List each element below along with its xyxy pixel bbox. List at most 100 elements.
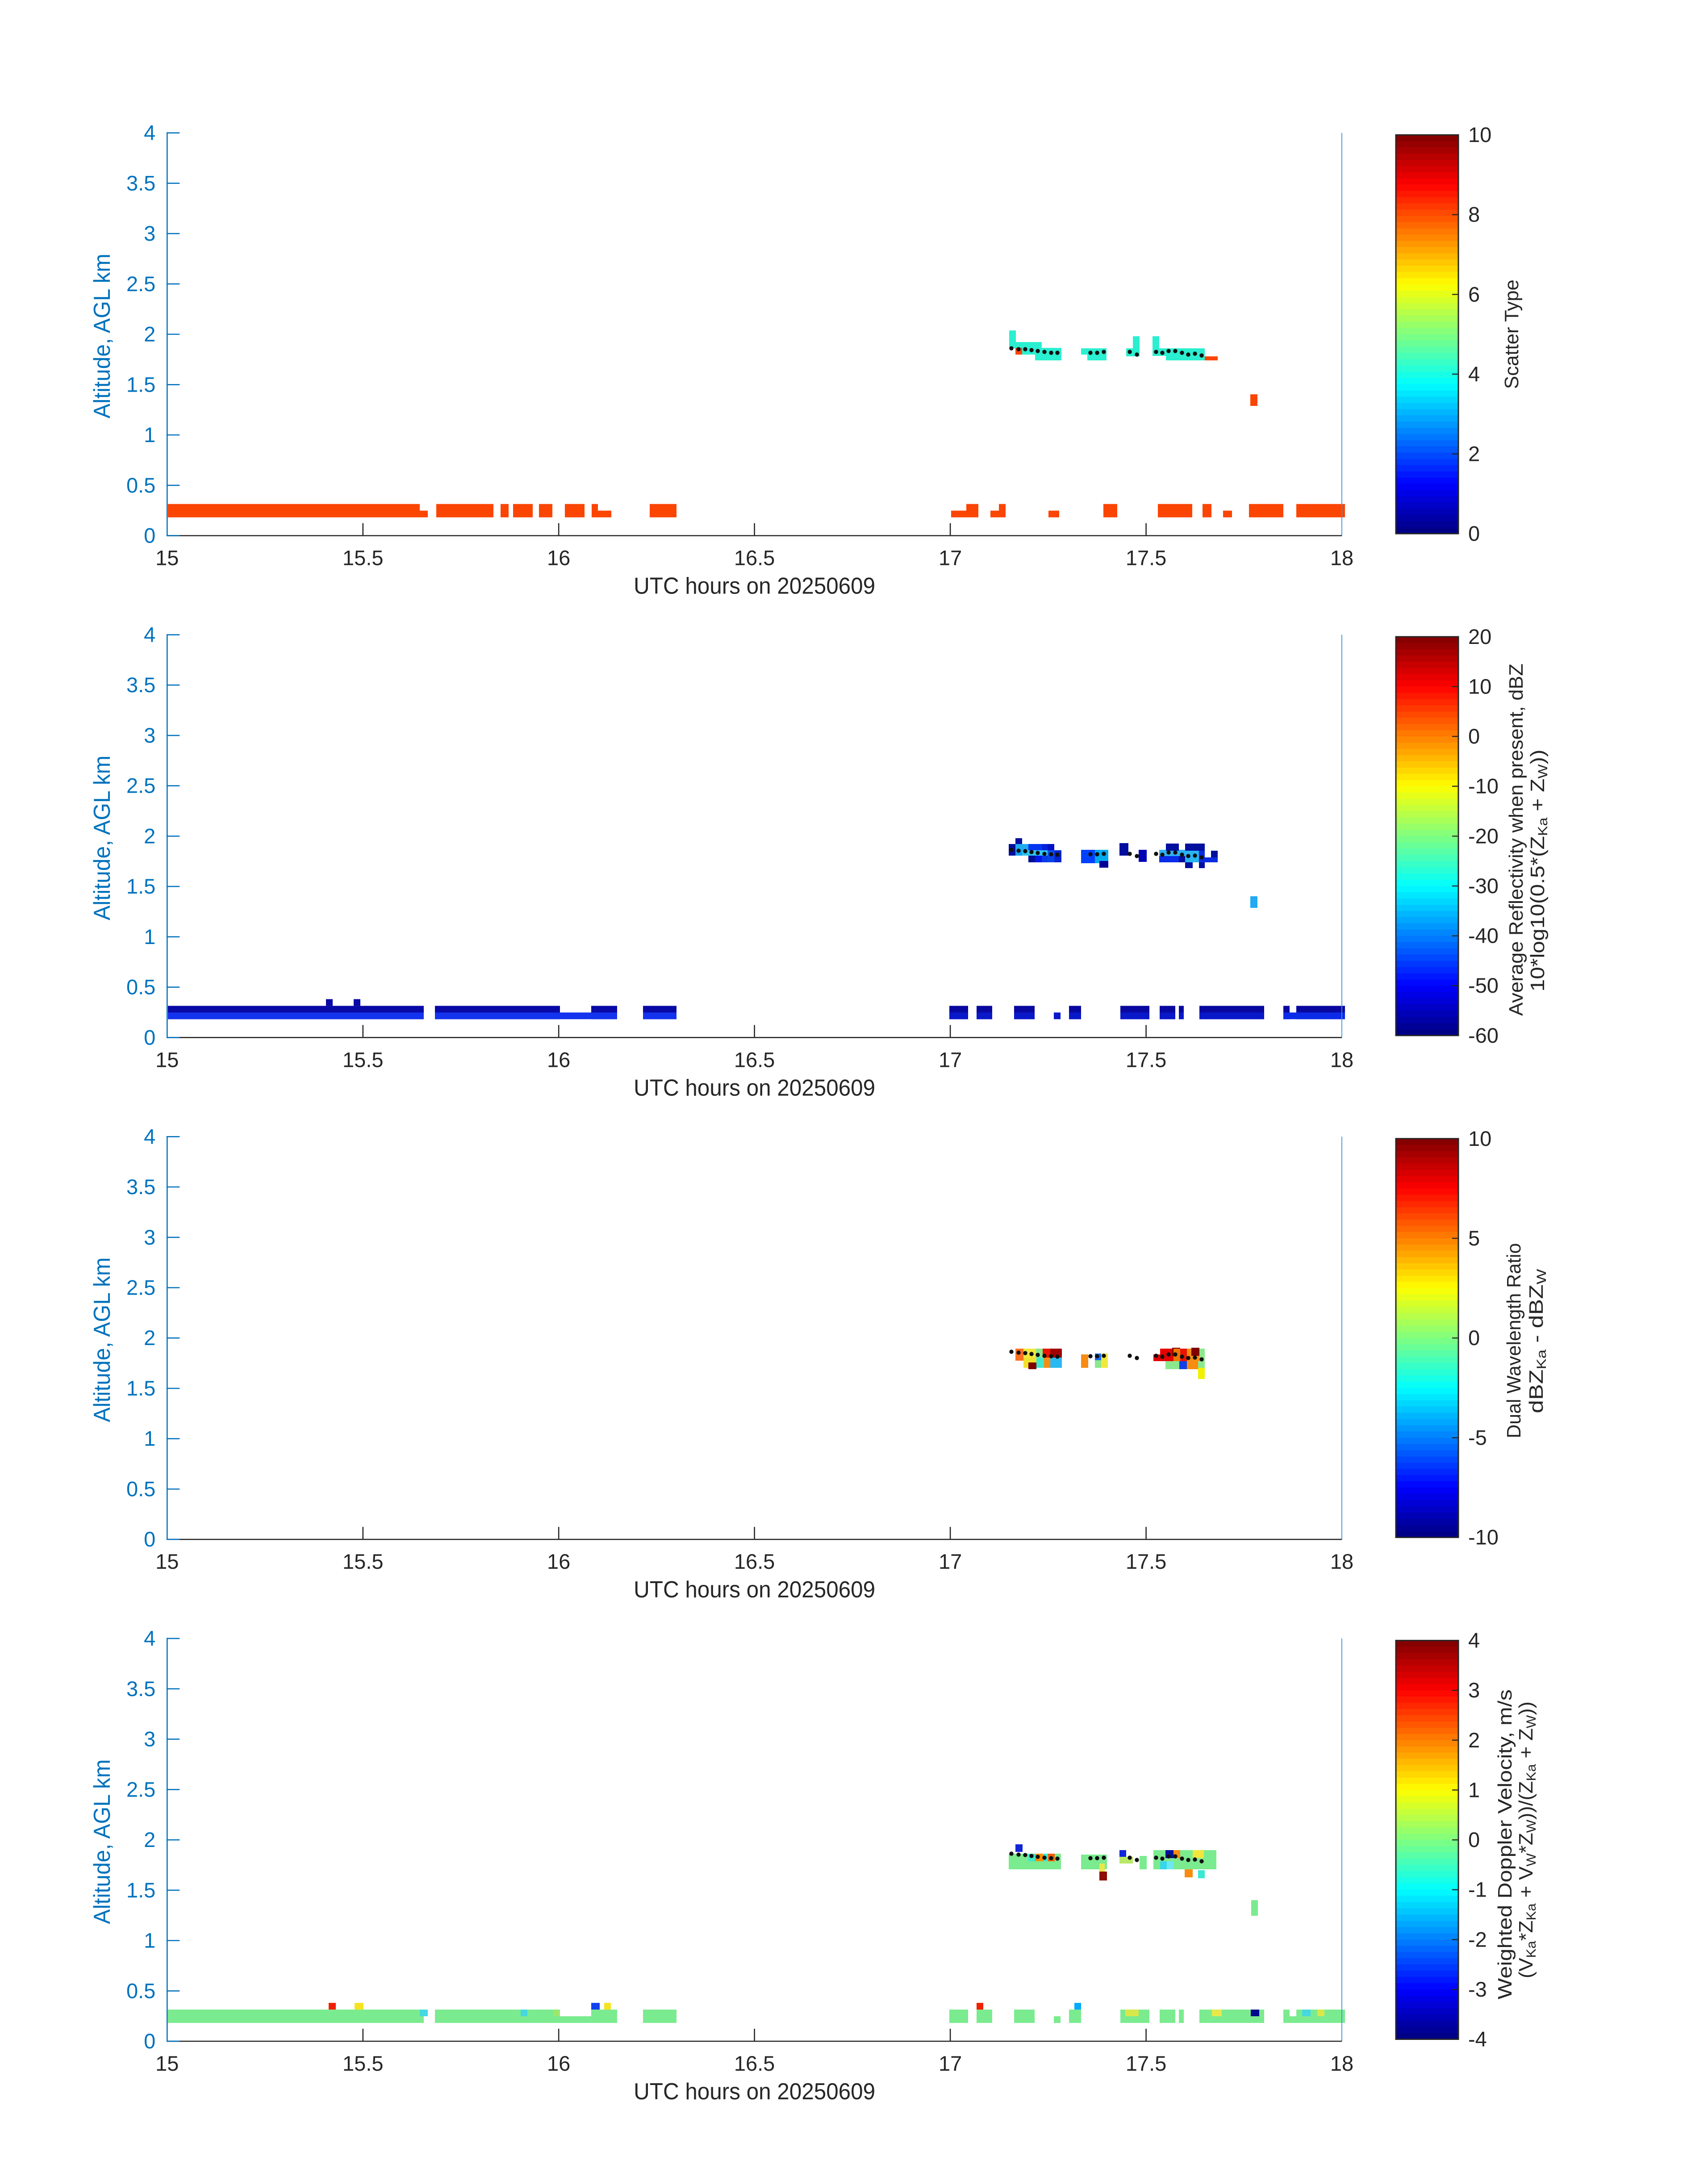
svg-text:0: 0: [144, 2029, 155, 2053]
svg-text:4: 4: [144, 1124, 155, 1148]
svg-text:15: 15: [155, 546, 179, 570]
svg-text:20: 20: [1468, 625, 1491, 648]
svg-text:4: 4: [1468, 1629, 1480, 1652]
svg-text:0: 0: [144, 524, 155, 547]
svg-text:15: 15: [155, 1550, 179, 1573]
svg-text:-20: -20: [1468, 824, 1499, 848]
svg-text:8: 8: [1468, 203, 1480, 226]
svg-text:0: 0: [1468, 1828, 1480, 1851]
svg-text:18: 18: [1330, 2052, 1353, 2075]
svg-text:0: 0: [1468, 1326, 1480, 1350]
svg-text:17.5: 17.5: [1126, 1048, 1166, 1071]
svg-text:-40: -40: [1468, 924, 1499, 948]
svg-text:4: 4: [1468, 362, 1480, 386]
svg-text:1.5: 1.5: [126, 874, 155, 898]
svg-text:-3: -3: [1468, 1977, 1487, 2001]
svg-text:18: 18: [1330, 1048, 1353, 1071]
svg-text:Altitude, AGL km: Altitude, AGL km: [89, 254, 115, 418]
svg-text:3: 3: [144, 1727, 155, 1751]
svg-text:10: 10: [1468, 675, 1491, 698]
svg-text:-60: -60: [1468, 1024, 1499, 1047]
svg-text:10: 10: [1468, 123, 1491, 146]
svg-text:1: 1: [144, 1427, 155, 1450]
svg-text:1: 1: [1468, 1778, 1480, 1801]
svg-text:1.5: 1.5: [126, 1376, 155, 1400]
svg-text:16.5: 16.5: [734, 1550, 775, 1573]
svg-text:16.5: 16.5: [734, 1048, 775, 1071]
svg-text:4: 4: [144, 121, 155, 145]
svg-text:-50: -50: [1468, 974, 1499, 997]
svg-text:1: 1: [144, 1929, 155, 1952]
svg-text:2: 2: [1468, 442, 1480, 465]
svg-text:-5: -5: [1468, 1426, 1487, 1450]
svg-text:15.5: 15.5: [342, 1048, 383, 1071]
svg-text:18: 18: [1330, 546, 1353, 570]
svg-text:0.5: 0.5: [126, 975, 155, 999]
svg-text:-30: -30: [1468, 874, 1499, 898]
svg-text:10: 10: [1468, 1127, 1491, 1150]
svg-text:16: 16: [547, 546, 570, 570]
svg-text:3.5: 3.5: [126, 171, 155, 195]
svg-text:3: 3: [144, 1225, 155, 1249]
svg-text:Dual Wavelength Ratio: Dual Wavelength Ratio: [1503, 1243, 1525, 1438]
svg-text:4: 4: [144, 623, 155, 646]
svg-text:10*log10(0.5*(ZKa + ZW)): 10*log10(0.5*(ZKa + ZW)): [1527, 749, 1550, 991]
svg-text:1.5: 1.5: [126, 1878, 155, 1902]
svg-text:15: 15: [155, 2052, 179, 2075]
svg-text:17.5: 17.5: [1126, 546, 1166, 570]
svg-text:2: 2: [144, 1828, 155, 1851]
svg-text:3: 3: [1468, 1678, 1480, 1702]
svg-text:Scatter Type: Scatter Type: [1501, 280, 1523, 389]
svg-text:-2: -2: [1468, 1927, 1487, 1951]
svg-text:2.5: 2.5: [126, 272, 155, 296]
svg-text:1: 1: [144, 423, 155, 447]
svg-text:16: 16: [547, 1048, 570, 1071]
svg-text:0.5: 0.5: [126, 1477, 155, 1501]
svg-text:0.5: 0.5: [126, 473, 155, 497]
svg-text:2.5: 2.5: [126, 1276, 155, 1300]
svg-text:2: 2: [144, 824, 155, 848]
svg-text:-4: -4: [1468, 2027, 1487, 2051]
svg-text:0: 0: [144, 1527, 155, 1551]
svg-text:2.5: 2.5: [126, 774, 155, 798]
svg-text:Altitude, AGL km: Altitude, AGL km: [89, 756, 115, 920]
svg-text:0.5: 0.5: [126, 1979, 155, 2002]
svg-text:3.5: 3.5: [126, 1677, 155, 1701]
svg-text:Altitude, AGL km: Altitude, AGL km: [89, 1759, 115, 1924]
svg-text:16.5: 16.5: [734, 546, 775, 570]
svg-text:0: 0: [1468, 724, 1480, 748]
svg-text:UTC hours on 20250609: UTC hours on 20250609: [634, 2079, 875, 2105]
svg-text:2: 2: [144, 322, 155, 346]
svg-text:6: 6: [1468, 282, 1480, 306]
svg-text:3.5: 3.5: [126, 673, 155, 697]
svg-text:4: 4: [144, 1626, 155, 1650]
svg-text:16: 16: [547, 1550, 570, 1573]
svg-text:1.5: 1.5: [126, 372, 155, 396]
svg-text:2: 2: [1468, 1728, 1480, 1752]
svg-text:17: 17: [939, 1048, 962, 1071]
svg-text:-10: -10: [1468, 1525, 1499, 1549]
svg-text:17.5: 17.5: [1126, 1550, 1166, 1573]
svg-text:2: 2: [144, 1326, 155, 1350]
svg-text:Altitude, AGL km: Altitude, AGL km: [89, 1258, 115, 1422]
svg-text:16.5: 16.5: [734, 2052, 775, 2075]
svg-text:17: 17: [939, 546, 962, 570]
svg-text:(VKa*ZKa + VW*ZW))/(ZKa + ZW)): (VKa*ZKa + VW*ZW))/(ZKa + ZW)): [1515, 1701, 1539, 1978]
svg-text:17.5: 17.5: [1126, 2052, 1166, 2075]
svg-text:-10: -10: [1468, 774, 1499, 798]
svg-text:15.5: 15.5: [342, 1550, 383, 1573]
svg-text:17: 17: [939, 1550, 962, 1573]
svg-text:15.5: 15.5: [342, 546, 383, 570]
svg-text:UTC hours on 20250609: UTC hours on 20250609: [634, 573, 875, 599]
svg-text:5: 5: [1468, 1226, 1480, 1250]
svg-text:17: 17: [939, 2052, 962, 2075]
svg-text:3.5: 3.5: [126, 1175, 155, 1199]
svg-text:UTC hours on 20250609: UTC hours on 20250609: [634, 1075, 875, 1101]
svg-text:0: 0: [1468, 522, 1480, 545]
svg-text:2.5: 2.5: [126, 1777, 155, 1801]
svg-text:Weighted Doppler Velocity, m/s: Weighted Doppler Velocity, m/s: [1494, 1689, 1516, 1999]
svg-text:3: 3: [144, 723, 155, 747]
svg-text:-1: -1: [1468, 1878, 1487, 1901]
svg-text:UTC hours on 20250609: UTC hours on 20250609: [634, 1577, 875, 1603]
svg-text:3: 3: [144, 221, 155, 245]
